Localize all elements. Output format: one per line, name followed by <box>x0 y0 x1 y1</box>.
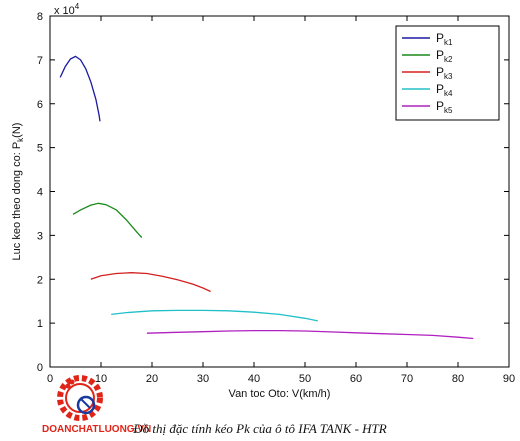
y-tick-label: 0 <box>37 362 43 374</box>
y-tick-label: 1 <box>37 318 43 330</box>
y-axis-label-main: Luc keo theo dong co: P <box>11 142 23 261</box>
legend-label-k1: Pk1 <box>436 31 453 47</box>
series-lines <box>59 55 474 340</box>
x-tick-label: 80 <box>452 373 464 385</box>
y-tick-label: 3 <box>37 230 43 242</box>
x-tick-label: 70 <box>401 373 413 385</box>
series-line-k1 <box>59 55 101 122</box>
series-line-k3 <box>90 272 211 293</box>
x-tick-label: 30 <box>197 373 209 385</box>
x-tick-label: 40 <box>248 373 260 385</box>
legend-box <box>395 25 500 121</box>
y-axis-label-sub: k <box>16 137 25 142</box>
y-axis-multiplier-exp: 4 <box>75 2 80 11</box>
y-axis-multiplier: x 104 <box>54 2 80 17</box>
y-tick-label: 2 <box>37 274 43 286</box>
y-axis-multiplier-base: x 10 <box>54 5 75 17</box>
y-axis-label-unit: (N) <box>11 123 23 138</box>
legend-label-k5: Pk5 <box>436 99 453 115</box>
y-tick-label: 6 <box>37 99 43 111</box>
series-line-k2 <box>72 202 143 239</box>
series-line-k4 <box>111 309 318 322</box>
x-tick-label: 0 <box>47 373 53 385</box>
x-tick-label: 50 <box>299 373 311 385</box>
y-tick-label: 4 <box>37 187 43 199</box>
x-tick-label: 10 <box>95 373 107 385</box>
y-tick-label: 5 <box>37 143 43 155</box>
x-axis-label: Van toc Oto: V(km/h) <box>229 388 331 400</box>
legend-label-k3: Pk3 <box>436 65 453 81</box>
y-axis-label: Luc keo theo dong co: Pk(N) <box>11 123 25 261</box>
chart-caption: Đồ thị đặc tính kéo Pk của ô tô IFA TANK… <box>133 421 387 436</box>
y-tick-label: 7 <box>37 55 43 67</box>
legend-label-k2: Pk2 <box>436 48 453 64</box>
x-tick-label: 60 <box>350 373 362 385</box>
x-tick-label: 20 <box>146 373 158 385</box>
site-logo: DOANCHATLUONG.VN <box>42 372 151 438</box>
y-tick-label: 8 <box>37 11 43 23</box>
x-tick-label: 90 <box>503 373 515 385</box>
series-line-k5 <box>146 329 474 340</box>
gear-logo-icon <box>57 375 103 421</box>
logo-text: DOANCHATLUONG.VN <box>42 424 152 435</box>
legend-label-k4: Pk4 <box>436 82 453 98</box>
